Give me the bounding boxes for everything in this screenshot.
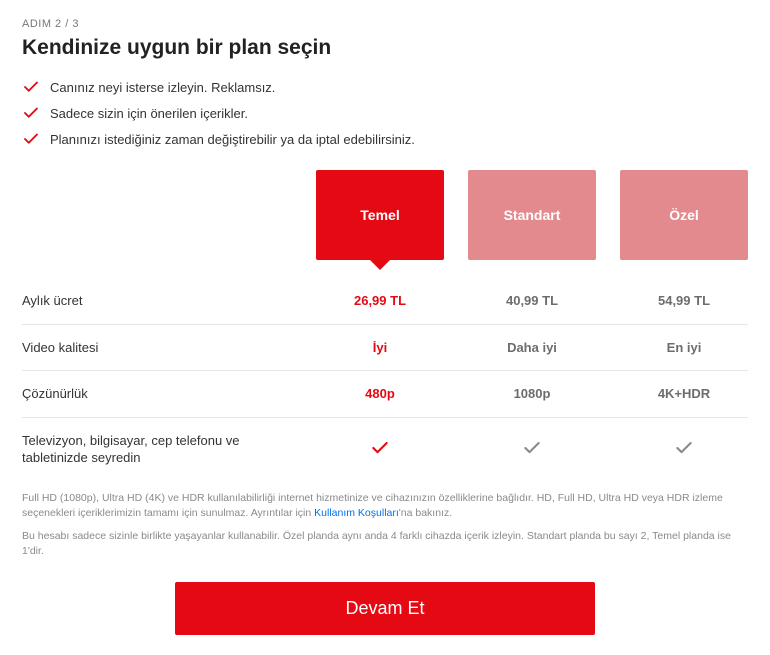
spacer <box>22 170 292 260</box>
plan-name: Standart <box>504 207 561 223</box>
disclaimer-1: Full HD (1080p), Ultra HD (4K) ve HDR ku… <box>22 491 748 521</box>
check-icon <box>22 130 40 148</box>
plan-header-row: Temel Standart Özel <box>22 170 748 260</box>
check-icon <box>22 104 40 122</box>
continue-button[interactable]: Devam Et <box>175 582 595 635</box>
plan-box-standart[interactable]: Standart <box>468 170 596 260</box>
plan-table: Aylık ücret 26,99 TL 40,99 TL 54,99 TL V… <box>22 278 748 481</box>
table-row-quality: Video kalitesi İyi Daha iyi En iyi <box>22 325 748 372</box>
price-value[interactable]: 54,99 TL <box>620 293 748 308</box>
step-indicator: ADIM 2 / 3 <box>22 18 748 30</box>
table-row-resolution: Çözünürlük 480p 1080p 4K+HDR <box>22 371 748 418</box>
benefit-text: Sadece sizin için önerilen içerikler. <box>50 106 248 121</box>
device-check[interactable] <box>620 438 748 461</box>
check-icon <box>22 78 40 96</box>
row-label: Televizyon, bilgisayar, cep telefonu ve … <box>22 432 292 467</box>
benefits-list: Canınız neyi isterse izleyin. Reklamsız.… <box>22 74 748 152</box>
plan-name: Özel <box>669 207 699 223</box>
benefit-item: Sadece sizin için önerilen içerikler. <box>22 100 748 126</box>
quality-value[interactable]: En iyi <box>620 340 748 355</box>
benefit-item: Canınız neyi isterse izleyin. Reklamsız. <box>22 74 748 100</box>
resolution-value[interactable]: 480p <box>316 386 444 401</box>
price-value[interactable]: 40,99 TL <box>468 293 596 308</box>
device-check[interactable] <box>468 438 596 461</box>
check-icon <box>522 438 542 461</box>
terms-link[interactable]: Kullanım Koşulları <box>314 507 399 519</box>
resolution-value[interactable]: 4K+HDR <box>620 386 748 401</box>
quality-value[interactable]: İyi <box>316 340 444 355</box>
benefit-text: Planınızı istediğiniz zaman değiştirebil… <box>50 132 415 147</box>
row-label: Aylık ücret <box>22 292 292 310</box>
device-check[interactable] <box>316 438 444 461</box>
row-label: Video kalitesi <box>22 339 292 357</box>
plan-name: Temel <box>360 207 399 223</box>
disclaimer-2: Bu hesabı sadece sizinle birlikte yaşaya… <box>22 529 748 559</box>
table-row-devices: Televizyon, bilgisayar, cep telefonu ve … <box>22 418 748 481</box>
plan-box-ozel[interactable]: Özel <box>620 170 748 260</box>
quality-value[interactable]: Daha iyi <box>468 340 596 355</box>
benefit-text: Canınız neyi isterse izleyin. Reklamsız. <box>50 80 275 95</box>
row-label: Çözünürlük <box>22 385 292 403</box>
check-icon <box>674 438 694 461</box>
plan-box-temel[interactable]: Temel <box>316 170 444 260</box>
resolution-value[interactable]: 1080p <box>468 386 596 401</box>
disclaimer-text: 'na bakınız. <box>399 507 452 519</box>
price-value[interactable]: 26,99 TL <box>316 293 444 308</box>
benefit-item: Planınızı istediğiniz zaman değiştirebil… <box>22 126 748 152</box>
check-icon <box>370 438 390 461</box>
page-title: Kendinize uygun bir plan seçin <box>22 36 748 60</box>
table-row-price: Aylık ücret 26,99 TL 40,99 TL 54,99 TL <box>22 278 748 325</box>
